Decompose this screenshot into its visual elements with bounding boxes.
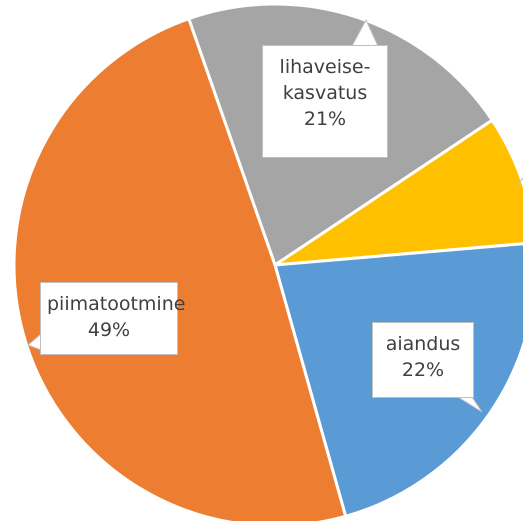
category-label: aiandus [385,333,461,355]
pie-slice [12,16,348,521]
category-label: piimatootmine [47,293,186,315]
value-label: 49% [87,319,131,341]
callout-leader [515,177,523,187]
slice-label: lihaveise-kasvatus 21% [262,45,388,158]
pie-slice [274,118,523,267]
value-label: 21% [303,108,347,130]
value-label: 22% [401,359,445,381]
category-label: lihaveise-kasvatus [279,56,371,104]
slice-label: piimatootmine 49% [40,282,186,355]
slice-label: aiandus 22% [372,322,474,398]
